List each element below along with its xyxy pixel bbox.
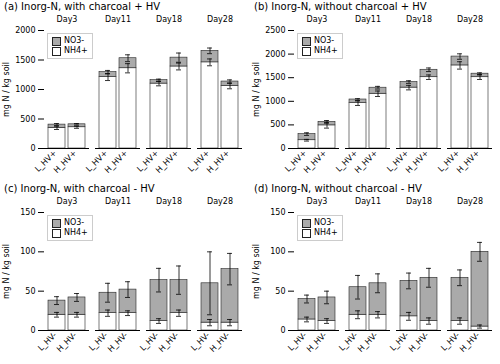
svg-text:Day28: Day28 (207, 15, 233, 24)
svg-text:Day11: Day11 (105, 197, 131, 206)
html-text:NO3-: NO3- (64, 36, 85, 45)
svg-text:100: 100 (20, 247, 35, 256)
html-text:NH4+: NH4+ (64, 46, 88, 55)
svg-text:H_HV-: H_HV- (407, 330, 430, 353)
svg-text:L_HV-: L_HV- (439, 330, 461, 352)
svg-text:50: 50 (275, 287, 285, 296)
svg-text:L_HV+: L_HV+ (385, 148, 411, 174)
svg-text:Day28: Day28 (457, 197, 483, 206)
html-text:NH4+: NH4+ (64, 228, 88, 237)
svg-text:0: 0 (280, 144, 285, 153)
svg-text:L_HV+: L_HV+ (436, 148, 462, 174)
svg-text:H_HV+: H_HV+ (302, 149, 328, 175)
svg-text:0: 0 (30, 144, 35, 153)
svg-text:Day28: Day28 (207, 197, 233, 206)
svg-text:Day18: Day18 (406, 197, 432, 206)
svg-text:Day11: Day11 (355, 15, 381, 24)
svg-text:mg N / kg soil: mg N / kg soil (2, 244, 11, 299)
svg-text:150: 150 (270, 208, 285, 217)
svg-text:L_HV+: L_HV+ (283, 148, 309, 174)
svg-text:L_HV-: L_HV- (388, 330, 410, 352)
svg-text:1500: 1500 (265, 73, 285, 82)
svg-text:50: 50 (25, 287, 35, 296)
svg-text:Day3: Day3 (57, 197, 78, 206)
svg-text:H_HV-: H_HV- (55, 330, 78, 353)
svg-text:1000: 1000 (265, 97, 285, 106)
svg-text:L_HV-: L_HV- (36, 330, 58, 352)
svg-text:mg N / kg soil: mg N / kg soil (252, 244, 261, 299)
html-text:(a) Inorg-N, with charcoal + H: (a) Inorg-N, with charcoal + HV (4, 1, 161, 12)
svg-text:H_HV-: H_HV- (458, 330, 481, 353)
svg-text:Day28: Day28 (457, 15, 483, 24)
svg-text:500: 500 (270, 120, 285, 129)
html-text:(c) Inorg-N, with charcoal - H: (c) Inorg-N, with charcoal - HV (4, 183, 155, 194)
svg-text:150: 150 (20, 208, 35, 217)
html-text:NH4+: NH4+ (314, 46, 338, 55)
svg-text:L_HV-: L_HV- (189, 330, 211, 352)
svg-text:Day3: Day3 (307, 197, 328, 206)
html-text:(b) Inorg-N, without charcoal: (b) Inorg-N, without charcoal + HV (254, 1, 427, 12)
svg-text:L_HV-: L_HV- (87, 330, 109, 352)
svg-text:Day11: Day11 (105, 15, 131, 24)
svg-text:0: 0 (30, 326, 35, 335)
svg-text:H_HV-: H_HV- (106, 330, 129, 353)
svg-text:L_HV+: L_HV+ (135, 148, 161, 174)
svg-text:mg N / kg soil: mg N / kg soil (252, 62, 261, 117)
svg-text:H_HV+: H_HV+ (353, 149, 379, 175)
svg-text:H_HV+: H_HV+ (52, 149, 78, 175)
svg-text:L_HV+: L_HV+ (334, 148, 360, 174)
svg-text:L_HV-: L_HV- (286, 330, 308, 352)
svg-text:2000: 2000 (15, 26, 35, 35)
svg-text:Day11: Day11 (355, 197, 381, 206)
html-text:NO3-: NO3- (314, 36, 335, 45)
html-text:NH4+: NH4+ (314, 228, 338, 237)
svg-text:Day18: Day18 (156, 197, 182, 206)
svg-text:2500: 2500 (265, 26, 285, 35)
svg-text:H_HV-: H_HV- (157, 330, 180, 353)
svg-text:500: 500 (20, 115, 35, 124)
svg-text:H_HV-: H_HV- (305, 330, 328, 353)
html-text:NO3-: NO3- (314, 218, 335, 227)
svg-text:H_HV-: H_HV- (356, 330, 379, 353)
svg-text:H_HV+: H_HV+ (455, 149, 481, 175)
svg-text:H_HV+: H_HV+ (404, 149, 430, 175)
svg-text:Day3: Day3 (57, 15, 78, 24)
svg-text:L_HV+: L_HV+ (186, 148, 212, 174)
svg-text:100: 100 (270, 247, 285, 256)
svg-text:mg N / kg soil: mg N / kg soil (2, 62, 11, 117)
svg-text:L_HV-: L_HV- (138, 330, 160, 352)
svg-text:0: 0 (280, 326, 285, 335)
svg-text:2000: 2000 (265, 50, 285, 59)
svg-text:1500: 1500 (15, 56, 35, 65)
svg-text:Day18: Day18 (156, 15, 182, 24)
html-text:NO3-: NO3- (64, 218, 85, 227)
svg-text:L_HV+: L_HV+ (33, 148, 59, 174)
svg-text:Day3: Day3 (307, 15, 328, 24)
svg-text:L_HV-: L_HV- (337, 330, 359, 352)
svg-text:H_HV+: H_HV+ (103, 149, 129, 175)
svg-text:L_HV+: L_HV+ (84, 148, 110, 174)
svg-text:H_HV-: H_HV- (208, 330, 231, 353)
svg-text:H_HV+: H_HV+ (205, 149, 231, 175)
svg-text:Day18: Day18 (406, 15, 432, 24)
svg-text:1000: 1000 (15, 85, 35, 94)
svg-text:H_HV+: H_HV+ (154, 149, 180, 175)
html-text:(d) Inorg-N, without charcoal: (d) Inorg-N, without charcoal - HV (254, 183, 422, 194)
